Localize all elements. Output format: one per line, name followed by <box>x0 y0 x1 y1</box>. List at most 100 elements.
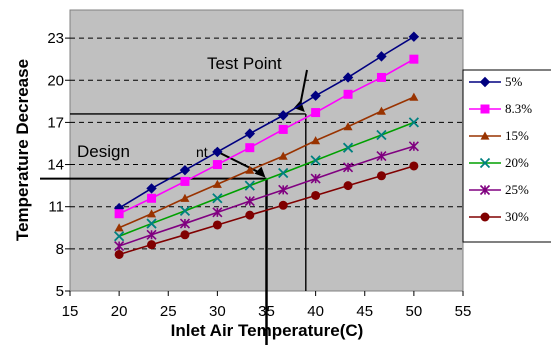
data-point <box>310 173 321 184</box>
legend-swatch-marker <box>479 76 491 88</box>
series-8.3% <box>114 54 419 219</box>
data-point <box>408 141 419 152</box>
design-arrowhead <box>254 166 266 178</box>
data-point <box>408 117 420 128</box>
data-point <box>180 230 190 240</box>
legend-item: 8.3% <box>469 101 532 116</box>
data-point <box>376 72 386 82</box>
data-point <box>114 249 124 259</box>
y-tick-label: 11 <box>48 199 64 216</box>
data-point <box>310 90 321 101</box>
data-point <box>311 190 321 200</box>
y-tick-label: 8 <box>56 241 64 258</box>
data-point <box>343 89 353 99</box>
data-point <box>343 181 353 191</box>
series-line <box>118 145 415 247</box>
data-point <box>310 155 321 166</box>
x-tick-label: 40 <box>307 303 324 320</box>
data-point <box>278 151 288 160</box>
data-point <box>278 167 289 179</box>
data-point <box>245 143 255 153</box>
y-tick-labels: 5 8 11 14 17 20 23 <box>47 30 64 300</box>
series-line <box>118 121 415 237</box>
data-point <box>114 209 124 219</box>
data-point <box>179 218 191 229</box>
series-15% <box>114 92 419 232</box>
test-point-label: Test Point <box>207 54 282 73</box>
data-point <box>147 193 157 203</box>
series-group <box>113 31 420 259</box>
series-30% <box>114 161 419 259</box>
design-arrow <box>213 149 262 175</box>
data-point <box>147 240 157 250</box>
data-point <box>244 128 256 139</box>
data-point <box>244 196 255 207</box>
data-point <box>147 209 157 218</box>
data-point <box>376 51 387 62</box>
data-point <box>114 223 124 232</box>
data-point <box>376 171 386 181</box>
x-tick-label: 35 <box>258 303 275 320</box>
data-point <box>376 151 387 162</box>
series-5% <box>113 31 420 214</box>
data-point <box>342 162 354 173</box>
legend-swatch-marker <box>480 212 490 222</box>
data-point <box>212 220 222 230</box>
y-tick-label: 23 <box>47 30 64 47</box>
data-point <box>114 240 125 252</box>
data-point <box>343 122 353 131</box>
x-tick-label: 45 <box>356 303 373 320</box>
legend-item: 30% <box>469 209 529 224</box>
data-point <box>342 72 354 83</box>
data-point <box>113 231 125 242</box>
series-line <box>118 96 415 229</box>
legend-swatch-marker <box>479 184 491 196</box>
series-line <box>118 165 415 256</box>
data-point <box>409 161 419 171</box>
y-tick-label: 17 <box>47 114 64 131</box>
data-point <box>179 164 191 176</box>
legend-box <box>462 69 551 243</box>
x-tick-label: 30 <box>209 303 226 320</box>
data-point <box>146 218 157 229</box>
legend-swatch-marker <box>480 131 490 140</box>
legend-label: 8.3% <box>505 101 532 116</box>
y-tick-label: 14 <box>47 157 64 174</box>
design-label-suffix: nt <box>196 144 208 160</box>
y-tick-label: 5 <box>56 283 64 300</box>
data-point <box>212 146 223 158</box>
legend-item: 20% <box>469 155 529 170</box>
legend-label: 15% <box>505 128 529 143</box>
data-point <box>212 179 222 188</box>
legend-swatch-marker <box>479 157 491 169</box>
legend-item: 5% <box>469 74 523 89</box>
data-point <box>180 176 190 186</box>
x-tick-label: 55 <box>455 303 472 320</box>
data-point <box>180 193 190 202</box>
legend-items: 5% 8.3% 15% 20% 25% 30% <box>469 74 532 224</box>
series-line <box>118 58 415 215</box>
legend-label: 30% <box>505 209 529 224</box>
x-tick-labels: 15 20 25 30 35 40 45 50 55 <box>62 303 472 320</box>
series-25% <box>114 141 419 252</box>
data-point <box>376 106 386 115</box>
data-point <box>311 108 321 118</box>
data-point <box>146 183 157 194</box>
data-point <box>212 207 223 218</box>
data-point <box>277 110 289 121</box>
data-point <box>342 142 354 153</box>
legend-item: 15% <box>469 128 529 143</box>
data-point <box>408 31 420 42</box>
x-tick-label: 20 <box>111 303 128 320</box>
series-20% <box>113 117 420 242</box>
legend: 5% 8.3% 15% 20% 25% 30% <box>462 69 551 243</box>
y-axis-title: Temperature Decrease <box>13 59 32 241</box>
legend-label: 25% <box>505 182 529 197</box>
data-point <box>278 124 288 134</box>
x-tick-label: 15 <box>62 303 79 320</box>
y-tick-label: 20 <box>47 72 64 89</box>
legend-swatch-marker <box>480 104 490 114</box>
legend-item: 25% <box>469 182 529 197</box>
data-point <box>146 229 157 240</box>
